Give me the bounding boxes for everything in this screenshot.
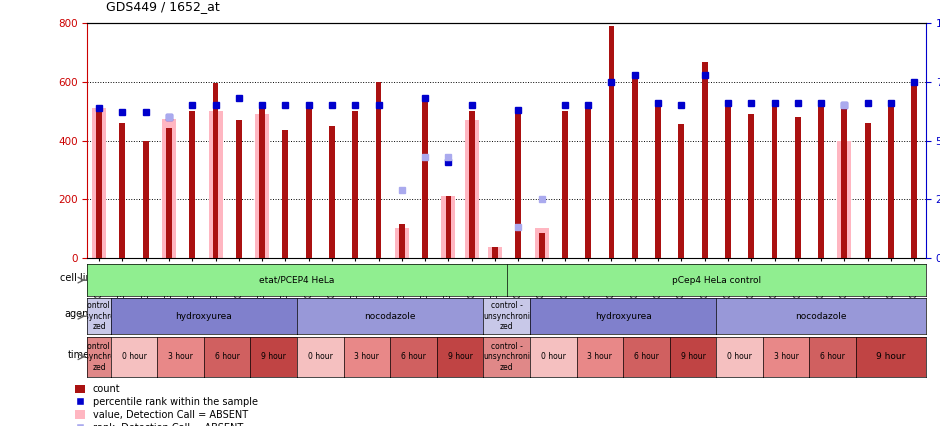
Bar [539, 233, 544, 258]
Bar [255, 114, 269, 258]
Bar [515, 111, 521, 258]
Bar [632, 72, 637, 258]
Bar [562, 111, 568, 258]
Bar [442, 196, 455, 258]
Text: 0 hour: 0 hour [308, 352, 333, 361]
Bar [96, 108, 102, 258]
Bar [306, 108, 311, 258]
Text: 6 hour: 6 hour [214, 352, 240, 361]
Text: 6 hour: 6 hour [821, 352, 845, 361]
Bar [212, 83, 218, 258]
Bar [92, 108, 106, 258]
Bar [209, 111, 223, 258]
Bar [376, 82, 382, 258]
Bar [725, 107, 730, 258]
Bar [162, 118, 176, 258]
Bar [535, 228, 549, 258]
Bar [283, 130, 289, 258]
Bar [655, 103, 661, 258]
Text: 6 hour: 6 hour [401, 352, 426, 361]
Bar [469, 111, 475, 258]
Bar [608, 26, 615, 258]
Bar [446, 196, 451, 258]
Text: pCep4 HeLa control: pCep4 HeLa control [672, 276, 760, 285]
Text: 9 hour: 9 hour [876, 352, 905, 361]
Text: GDS449 / 1652_at: GDS449 / 1652_at [106, 0, 220, 13]
Text: 0 hour: 0 hour [728, 352, 752, 361]
Bar [352, 111, 358, 258]
Bar [119, 123, 125, 258]
Text: control -
unsynchroni
zed: control - unsynchroni zed [483, 302, 530, 331]
Bar [702, 61, 708, 258]
Text: hydroxyurea: hydroxyurea [595, 312, 651, 321]
Bar [143, 141, 149, 258]
Bar [189, 111, 196, 258]
Text: etat/PCEP4 HeLa: etat/PCEP4 HeLa [259, 276, 335, 285]
Text: 0 hour: 0 hour [540, 352, 566, 361]
Bar [818, 103, 824, 258]
Bar [841, 104, 847, 258]
Text: 6 hour: 6 hour [634, 352, 659, 361]
Bar [795, 117, 801, 258]
Text: 9 hour: 9 hour [447, 352, 473, 361]
Legend: count, percentile rank within the sample, value, Detection Call = ABSENT, rank, : count, percentile rank within the sample… [75, 384, 258, 426]
Text: control -
unsynchroni
zed: control - unsynchroni zed [75, 302, 122, 331]
Text: nocodazole: nocodazole [365, 312, 416, 321]
Bar [329, 126, 335, 258]
Text: 3 hour: 3 hour [588, 352, 612, 361]
Text: agent: agent [64, 310, 92, 320]
Bar [422, 98, 428, 258]
Bar [586, 108, 591, 258]
Text: 3 hour: 3 hour [354, 352, 380, 361]
Bar [748, 114, 754, 258]
Bar [399, 224, 405, 258]
Bar [488, 248, 502, 258]
Text: hydroxyurea: hydroxyurea [176, 312, 232, 321]
Text: 0 hour: 0 hour [121, 352, 147, 361]
Bar [838, 141, 852, 258]
Text: control -
unsynchroni
zed: control - unsynchroni zed [75, 342, 122, 371]
Text: nocodazole: nocodazole [795, 312, 847, 321]
Text: control -
unsynchroni
zed: control - unsynchroni zed [483, 342, 530, 371]
Text: 9 hour: 9 hour [261, 352, 286, 361]
Bar [395, 228, 409, 258]
Bar [236, 120, 242, 258]
Text: 3 hour: 3 hour [774, 352, 799, 361]
Text: cell line: cell line [59, 273, 97, 283]
Bar [493, 248, 498, 258]
Bar [772, 105, 777, 258]
Bar [166, 128, 172, 258]
Bar [912, 85, 917, 258]
Bar [259, 108, 265, 258]
Text: 3 hour: 3 hour [168, 352, 193, 361]
Bar [865, 123, 870, 258]
Text: time: time [68, 350, 89, 360]
Bar [464, 120, 478, 258]
Text: 9 hour: 9 hour [681, 352, 705, 361]
Bar [679, 124, 684, 258]
Bar [888, 100, 894, 258]
